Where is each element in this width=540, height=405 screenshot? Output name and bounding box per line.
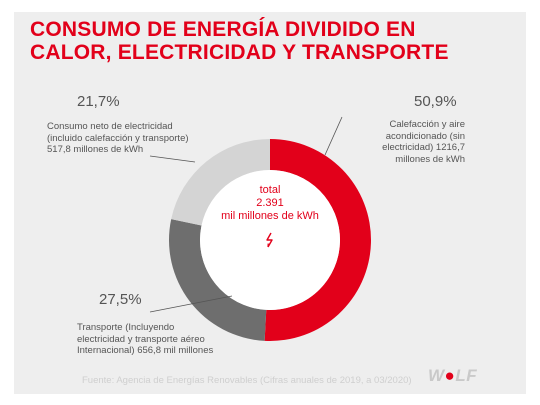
description-transporte: Transporte (Incluyendo electricidad y tr… [77,322,277,357]
logo-text-left: W [428,366,445,385]
leader-line-transporte [149,295,233,313]
wolf-logo: W●LF [428,366,477,386]
chart-title: CONSUMO DE ENERGÍA DIVIDIDO EN CALOR, EL… [30,18,500,64]
description-calefaccion-line: electricidad) 1216,7 [382,142,465,153]
description-transporte-line: Transporte (Incluyendo [77,322,175,333]
description-calefaccion-line: acondicionado (sin [385,130,465,142]
description-electricidad: Consumo neto de electricidad (incluido c… [47,121,247,156]
description-calefaccion-line: Calefacción y aire [389,119,465,130]
description-calefaccion-line: millones de kWh [395,153,465,165]
description-electricidad-line: Consumo neto de electricidad [47,121,173,132]
description-electricidad-line: (incluido calefacción y transporte) [47,132,189,144]
leader-line-calefaccion [324,116,343,156]
value-label-electricidad: 21,7% [77,93,120,110]
center-total-label: total [259,184,281,196]
slice-electricidad [171,139,270,226]
description-transporte-line: Internacional) 656,8 mil millones [77,345,214,356]
slice-calefaccion [264,139,371,341]
chart-title-line-2: CALOR, ELECTRICIDAD Y TRANSPORTE [30,41,449,64]
value-label-transporte: 27,5% [99,291,142,308]
description-electricidad-line: 517,8 millones de kWh [47,144,144,155]
description-calefaccion: Calefacción y aire acondicionado (sin el… [345,119,465,165]
logo-text-right: LF [455,366,478,385]
description-transporte-line: electricidad y transporte aéreo [77,333,205,345]
value-label-calefaccion: 50,9% [414,93,457,110]
leader-line-electricidad [149,155,196,163]
donut-center-total: total 2.391 mil millones de kWh [205,184,335,223]
slice-transporte [168,219,267,341]
lightning-bolt-icon [266,232,273,248]
source-footnote: Fuente: Agencia de Energías Renovables (… [82,375,412,386]
logo-dot: ● [444,366,456,385]
center-total-unit: mil millones de kWh [221,210,319,222]
chart-title-line-1: CONSUMO DE ENERGÍA DIVIDIDO EN [30,18,416,41]
center-total-value: 2.391 [256,197,284,209]
